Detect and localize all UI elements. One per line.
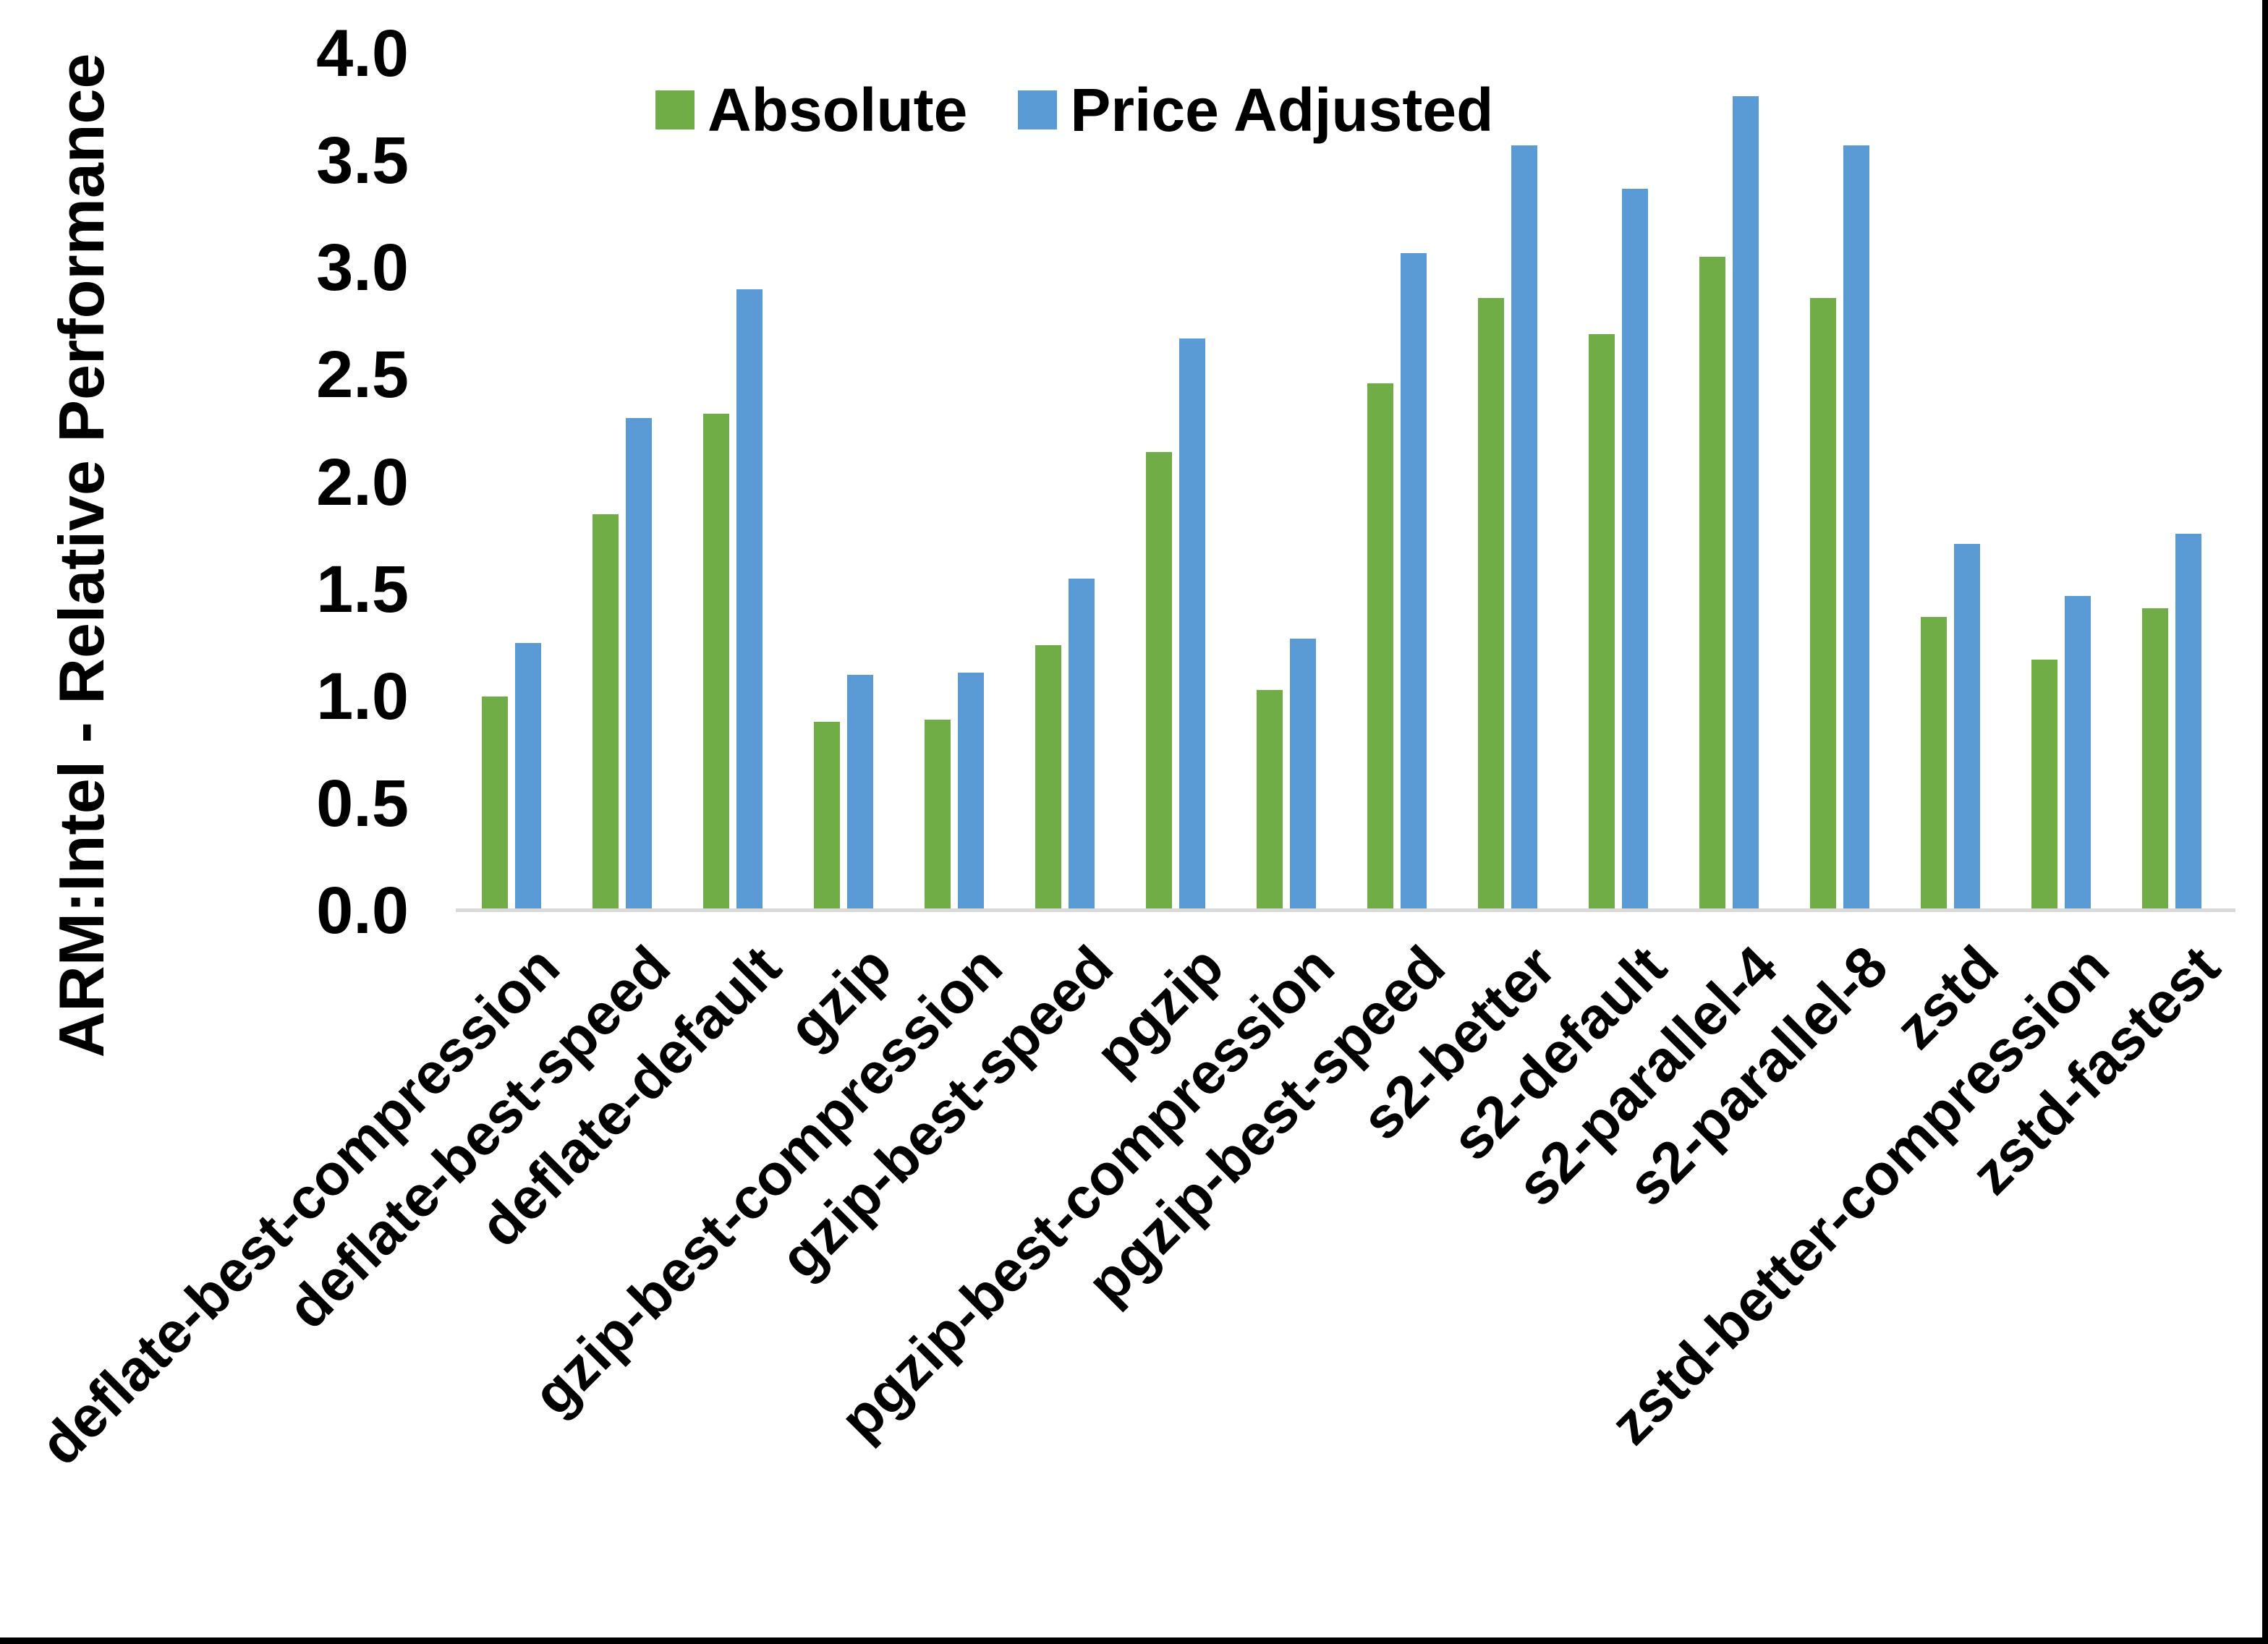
legend-item-price-adjusted: Price Adjusted — [1018, 80, 1493, 140]
bar-price-adjusted-deflate-default — [736, 289, 763, 911]
y-tick-label-3.0: 3.0 — [316, 231, 409, 305]
legend-swatch-absolute — [655, 90, 695, 129]
bar-absolute-s2-default — [1588, 334, 1615, 911]
bar-absolute-deflate-default — [702, 413, 729, 911]
legend-label-price-adjusted: Price Adjusted — [1070, 76, 1494, 144]
y-tick-label-0.5: 0.5 — [316, 766, 409, 840]
bar-price-adjusted-zstd-fastest — [2175, 533, 2201, 911]
bar-absolute-deflate-best-speed — [592, 514, 619, 911]
bar-absolute-zstd-fastest — [2141, 608, 2168, 911]
bar-price-adjusted-s2-parallel-8 — [1843, 145, 1869, 911]
screenshot-right-border — [2262, 0, 2268, 1644]
bar-price-adjusted-pgzip-best-compression — [1289, 638, 1316, 911]
y-tick-label-0.0: 0.0 — [316, 874, 409, 947]
bar-price-adjusted-deflate-best-speed — [625, 417, 652, 911]
bar-absolute-pgzip — [1145, 452, 1172, 911]
bar-price-adjusted-zstd-better-compression — [2064, 595, 2091, 911]
bar-absolute-pgzip-best-speed — [1367, 383, 1393, 911]
bar-price-adjusted-deflate-best-compression — [514, 642, 541, 911]
y-tick-label-3.5: 3.5 — [316, 124, 409, 198]
y-tick-label-1.5: 1.5 — [316, 552, 409, 626]
bar-price-adjusted-pgzip-best-speed — [1400, 252, 1427, 911]
bar-absolute-gzip-best-compression — [924, 720, 951, 911]
y-tick-label-1.0: 1.0 — [316, 659, 409, 733]
y-tick-label-2.5: 2.5 — [316, 338, 409, 412]
bar-price-adjusted-gzip — [846, 675, 873, 911]
bar-absolute-zstd — [1920, 617, 1947, 911]
bar-price-adjusted-gzip-best-compression — [957, 673, 984, 911]
screenshot-bottom-border — [0, 1637, 2268, 1644]
bar-absolute-gzip-best-speed — [1035, 644, 1061, 911]
bar-price-adjusted-zstd — [1953, 544, 1980, 911]
y-tick-label-2.0: 2.0 — [316, 445, 409, 519]
bar-price-adjusted-s2-parallel-4 — [1732, 96, 1759, 911]
bar-absolute-s2-parallel-4 — [1699, 257, 1725, 911]
legend: Absolute Price Adjusted — [655, 80, 1493, 140]
bar-absolute-zstd-better-compression — [2031, 660, 2057, 911]
legend-swatch-price-adjusted — [1018, 90, 1058, 129]
y-tick-label-4.0: 4.0 — [316, 17, 409, 90]
bar-price-adjusted-s2-default — [1621, 188, 1648, 911]
bar-absolute-s2-better — [1477, 297, 1504, 911]
bar-absolute-s2-parallel-8 — [1809, 297, 1836, 911]
bar-price-adjusted-s2-better — [1511, 145, 1537, 911]
y-axis-title: ARM:Intel - Relative Performance — [46, 53, 117, 1058]
legend-label-absolute: Absolute — [708, 76, 968, 144]
legend-item-absolute: Absolute — [655, 80, 967, 140]
bar-price-adjusted-gzip-best-speed — [1068, 578, 1095, 911]
bar-absolute-pgzip-best-compression — [1256, 689, 1283, 911]
bar-price-adjusted-pgzip — [1178, 338, 1205, 911]
x-axis-line — [456, 908, 2235, 912]
bar-absolute-deflate-best-compression — [481, 696, 508, 911]
bar-absolute-gzip — [813, 722, 840, 911]
